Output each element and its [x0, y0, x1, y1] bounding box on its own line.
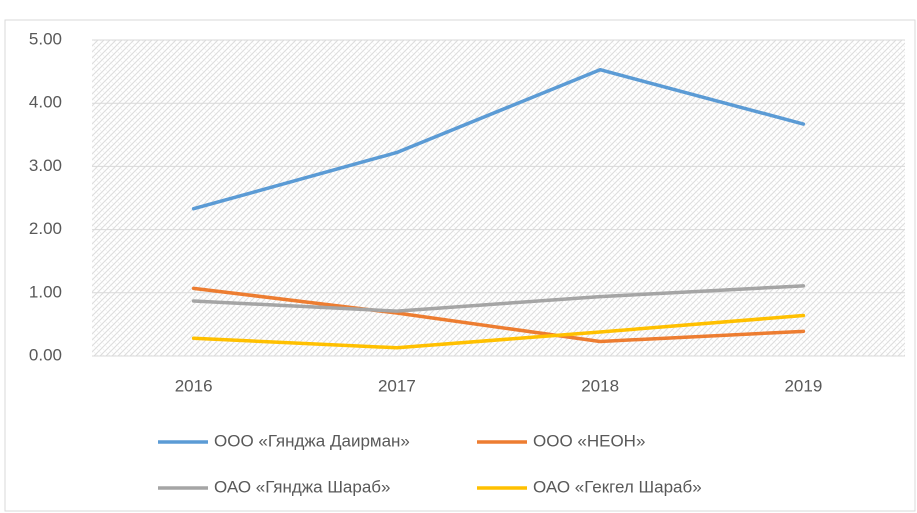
legend-label: ООО «Гянджа Даирман»	[214, 431, 410, 450]
y-tick-label: 4.00	[29, 93, 62, 112]
x-tick-label: 2019	[784, 376, 822, 395]
x-tick-label: 2017	[378, 376, 416, 395]
series-line	[191, 313, 806, 350]
x-tick-label: 2018	[581, 376, 619, 395]
y-tick-label: 0.00	[29, 345, 62, 364]
plot-area	[92, 40, 905, 356]
y-tick-label: 5.00	[29, 29, 62, 48]
series-line	[191, 67, 806, 211]
series-line	[191, 286, 806, 344]
legend-label: ОАО «Гянджа Шараб»	[214, 477, 390, 496]
legend-label: ООО «НЕОН»	[533, 431, 645, 450]
y-tick-label: 3.00	[29, 156, 62, 175]
legend-label: ОАО «Гекгел Шараб»	[533, 477, 702, 496]
y-tick-label: 1.00	[29, 282, 62, 301]
y-tick-label: 2.00	[29, 219, 62, 238]
x-tick-label: 2016	[175, 376, 213, 395]
series-line	[191, 284, 806, 313]
